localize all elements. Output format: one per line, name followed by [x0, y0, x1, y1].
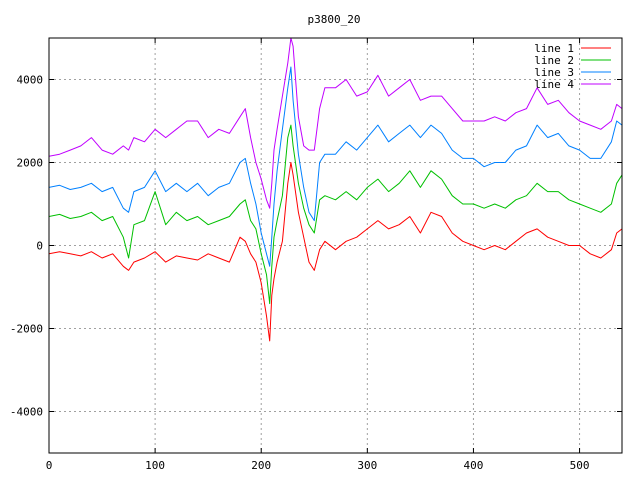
series-line-4 [49, 38, 622, 209]
legend-label-3: line 3 [534, 66, 574, 79]
y-tick-label: -2000 [10, 323, 43, 336]
y-tick-label: 0 [36, 240, 43, 253]
y-tick-label: -4000 [10, 406, 43, 419]
series-line-1 [49, 162, 622, 342]
series-layer [49, 38, 622, 342]
grid-layer [49, 38, 622, 453]
x-tick-label: 200 [251, 459, 271, 472]
x-tick-label: 300 [357, 459, 377, 472]
y-tick-label: 2000 [17, 157, 44, 170]
x-tick-label: 100 [145, 459, 165, 472]
legend-label-2: line 2 [534, 54, 574, 67]
x-tick-label: 400 [464, 459, 484, 472]
legend-label-4: line 4 [534, 78, 574, 91]
tick-layer: 0 100 200 300 400 500 -4000 -2000 0 2000 4000 [10, 38, 622, 472]
x-tick-label: 500 [570, 459, 590, 472]
x-tick-label: 0 [46, 459, 53, 472]
series-line-2 [49, 124, 622, 305]
legend-label-1: line 1 [534, 42, 574, 55]
chart-title: p3800_20 [308, 13, 361, 26]
y-tick-label: 4000 [17, 74, 44, 87]
series-line-3 [49, 66, 622, 267]
